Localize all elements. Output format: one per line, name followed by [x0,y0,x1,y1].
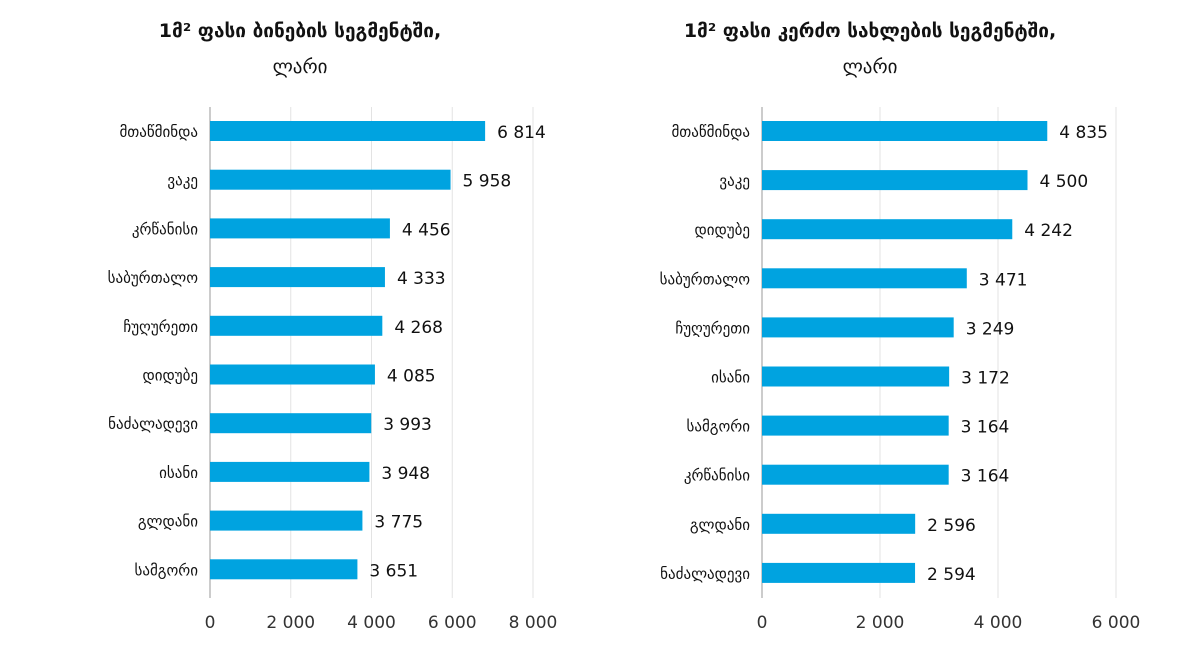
chart1-value-label: 6 814 [497,123,546,143]
chart1-category-label: კრწანისი [132,220,198,238]
chart1-bar [210,413,372,434]
chart1-bar [210,169,451,190]
chart2-value-label: 3 172 [961,369,1010,389]
chart2-title: 1მ² ფასი კერძო სახლების სეგმენტში, [683,20,1057,42]
chart1-bar [210,121,486,141]
chart2-bar [762,562,916,583]
chart2-category-label: ისანი [711,369,750,387]
chart1-category-label: ისანი [159,464,198,482]
chart1-bar [210,315,383,336]
chart1-value-label: 4 268 [394,318,443,338]
chart2-value-label: 3 471 [979,270,1028,290]
chart1-category-label: ნაძალადევი [108,415,198,433]
chart1-value-label: 4 333 [397,269,446,289]
chart2-bar [762,219,1013,240]
chart2-bar [762,268,967,289]
chart1-tick-label: 2 000 [266,613,315,633]
chart2-category-label: ნაძალადევი [660,565,750,583]
chart1-value-label: 5 958 [463,172,512,192]
chart1-category-label: საბურთალო [108,269,199,287]
chart1-tick-label: 6 000 [428,613,477,633]
chart2-tick-label: 6 000 [1092,613,1141,633]
chart2-tick-label: 2 000 [856,613,905,633]
chart2-value-label: 2 594 [927,565,976,585]
chart1-bar [210,218,390,239]
chart2-value-label: 3 249 [966,319,1015,339]
chart2-value-label: 3 164 [961,467,1010,487]
chart2-bar [762,415,949,436]
chart1-bar [210,461,370,482]
chart2-category-label: ჩუღურეთი [675,319,750,337]
chart2-value-label: 4 242 [1024,221,1073,241]
chart2-bar [762,464,949,485]
chart1-title: 1მ² ფასი ბინების სეგმენტში, [158,20,442,42]
chart2-tick-label: 0 [757,613,768,633]
chart1-subtitle: ლარი [272,56,328,78]
chart1-tick-label: 4 000 [347,613,396,633]
chart2-category-label: ვაკე [719,172,750,190]
chart1-bar [210,364,375,385]
chart2-value-label: 2 596 [927,516,976,536]
chart1-category-label: გლდანი [138,513,198,531]
chart1-value-label: 3 993 [383,415,432,435]
chart2-tick-label: 4 000 [974,613,1023,633]
chart2-bar [762,317,954,338]
chart2-category-label: დიდუბე [694,221,750,239]
chart2-bar [762,366,950,387]
chart1-bar [210,510,363,531]
chart1-value-label: 3 651 [369,561,418,581]
chart1-category-label: ჩუღურეთი [123,318,198,336]
chart2-bar [762,121,1048,141]
chart1-category-label: დიდუბე [142,367,198,385]
chart1-value-label: 4 456 [402,220,451,240]
chart2-category-label: მთაწმინდა [671,123,750,141]
chart1-tick-label: 8 000 [509,613,558,633]
chart2-category-label: გლდანი [690,516,750,534]
chart1-value-label: 3 775 [374,513,423,533]
chart1-category-label: ვაკე [167,172,198,190]
chart2-bar [762,513,916,534]
chart1-category-label: მთაწმინდა [119,123,198,141]
chart1-bar [210,267,385,288]
chart1-category-label: სამგორი [134,561,198,579]
chart2-value-label: 3 164 [961,418,1010,438]
chart1-value-label: 3 948 [381,464,430,484]
chart2-category-label: კრწანისი [684,467,750,485]
chart2-value-label: 4 500 [1040,172,1089,192]
chart2-category-label: საბურთალო [660,270,751,288]
chart2-value-label: 4 835 [1059,123,1108,143]
chart2-subtitle: ლარი [842,56,898,78]
chart2-bar [762,170,1028,191]
chart1-bar [210,559,358,580]
chart1-tick-label: 0 [205,613,216,633]
chart1-value-label: 4 085 [387,367,436,387]
chart2-category-label: სამგორი [686,418,750,436]
